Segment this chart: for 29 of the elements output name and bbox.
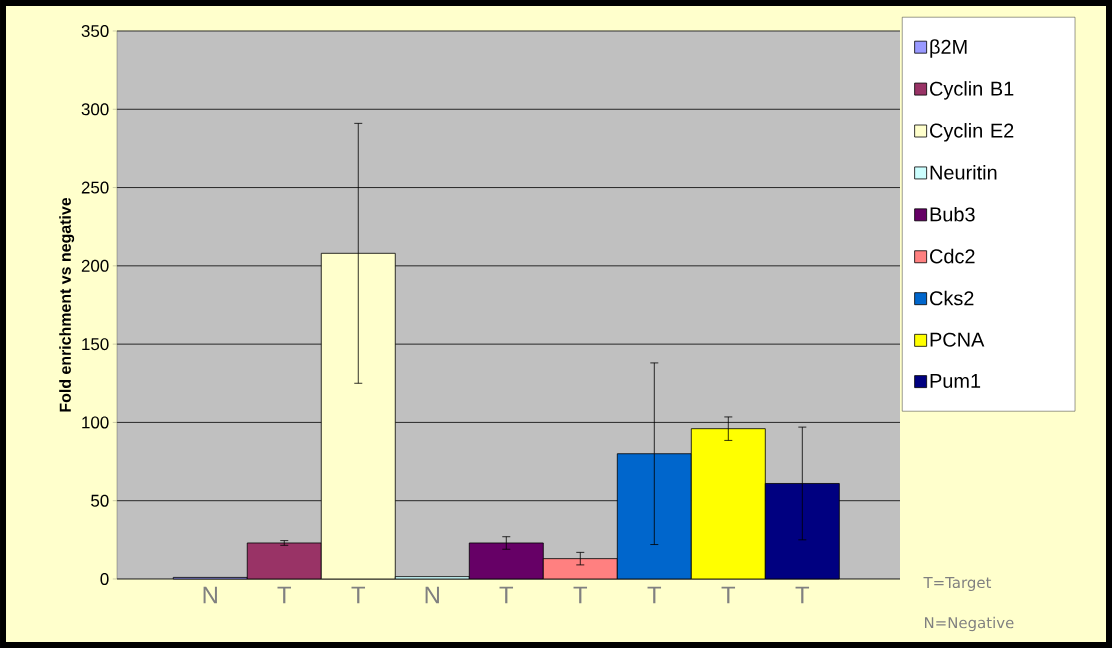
x-tick-label: T — [277, 586, 292, 604]
y-tick-label: 100 — [82, 416, 109, 429]
legend-label: Pum1 — [930, 374, 981, 388]
legend-label: PCNA — [930, 332, 985, 347]
y-tick-label: 200 — [81, 259, 109, 272]
x-tick-label: N — [425, 586, 439, 604]
legend-label: Cyclin E2 — [930, 123, 1014, 142]
x-tick-label: T — [351, 586, 366, 604]
y-tick-label: 50 — [91, 494, 109, 507]
legend-label: Cks2 — [930, 290, 974, 306]
legend-label: β2M — [930, 39, 967, 58]
legend-label: Cdc2 — [930, 248, 975, 264]
y-tick-label: 0 — [100, 572, 109, 585]
legend-label: Bub3 — [930, 206, 975, 222]
y-tick-label: 300 — [81, 103, 109, 116]
x-tick-label: N — [203, 586, 217, 604]
x-tick-label: T — [647, 586, 662, 604]
y-tick-label: 150 — [82, 338, 109, 351]
x-tick-label: T — [499, 586, 514, 604]
x-tick-label: T — [721, 586, 736, 604]
y-axis-title: Fold enrichment vs negative — [59, 197, 75, 412]
text: T=Target — [923, 576, 992, 591]
x-tick-label: T — [573, 586, 588, 604]
x-tick-label: T — [795, 586, 810, 604]
text: N=Negative — [924, 616, 1014, 632]
legend-label: Cyclin B1 — [930, 81, 1014, 100]
y-tick-label: 250 — [81, 181, 109, 194]
legend-label: Neuritin — [930, 164, 997, 180]
y-tick-label: 350 — [81, 24, 109, 37]
